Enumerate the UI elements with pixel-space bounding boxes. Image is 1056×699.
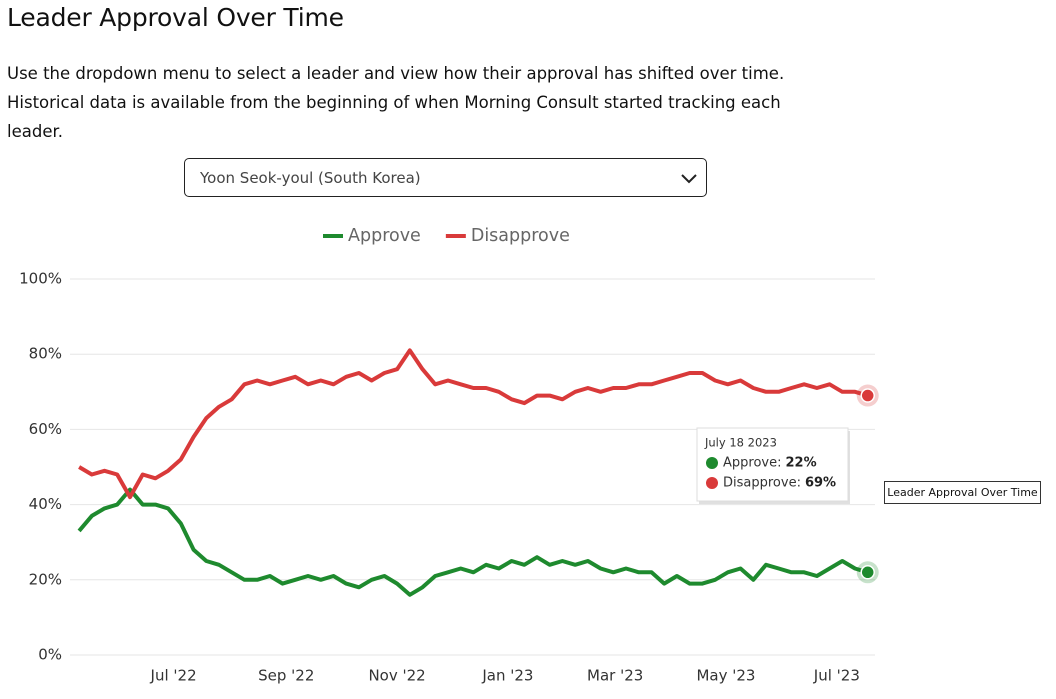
y-tick-label: 40%	[29, 495, 62, 513]
tooltip-title: July 18 2023	[704, 436, 777, 450]
description: Historical data is available from the be…	[7, 93, 781, 112]
x-tick-label: Jul '23	[813, 667, 860, 685]
overlay-label: Leader Approval Over Time	[884, 481, 1041, 504]
tooltip-dot	[706, 477, 718, 489]
tooltip-value: 69%	[805, 476, 836, 491]
end-marker	[860, 388, 875, 403]
page-title: Leader Approval Over Time	[7, 3, 344, 32]
leader-dropdown[interactable]: Yoon Seok-youl (South Korea)	[184, 158, 707, 197]
y-tick-label: 60%	[29, 420, 62, 438]
tooltip-label: Disapprove:	[723, 476, 801, 491]
x-tick-label: Jan '23	[481, 667, 533, 685]
tooltip: July 18 2023 Approve: 22% Disapprove: 69%	[696, 427, 850, 504]
y-tick-label: 20%	[29, 570, 62, 588]
end-marker	[860, 565, 875, 580]
y-tick-label: 80%	[29, 345, 62, 363]
x-tick-label: Nov '22	[368, 667, 425, 685]
x-tick-label: Sep '22	[258, 667, 314, 685]
series-line	[77, 487, 869, 597]
chevron	[681, 174, 697, 184]
y-tick-label: 0%	[38, 646, 62, 664]
x-tick-label: Mar '23	[587, 667, 643, 685]
tooltip-label: Approve:	[723, 456, 781, 471]
y-tick-label: 100%	[19, 270, 62, 288]
description: leader.	[7, 122, 63, 141]
legend-label: Approve	[348, 226, 421, 246]
x-tick-label: May '23	[696, 667, 755, 685]
description: Use the dropdown menu to select a leader…	[7, 64, 785, 83]
dropdown-value: Yoon Seok-youl (South Korea)	[200, 169, 421, 187]
tooltip-dot	[706, 457, 718, 469]
legend-label: Disapprove	[471, 226, 570, 246]
tooltip-box	[696, 427, 849, 502]
series-line	[78, 348, 869, 500]
x-tick-label: Jul '22	[150, 667, 197, 685]
tooltip-value: 22%	[785, 456, 816, 471]
